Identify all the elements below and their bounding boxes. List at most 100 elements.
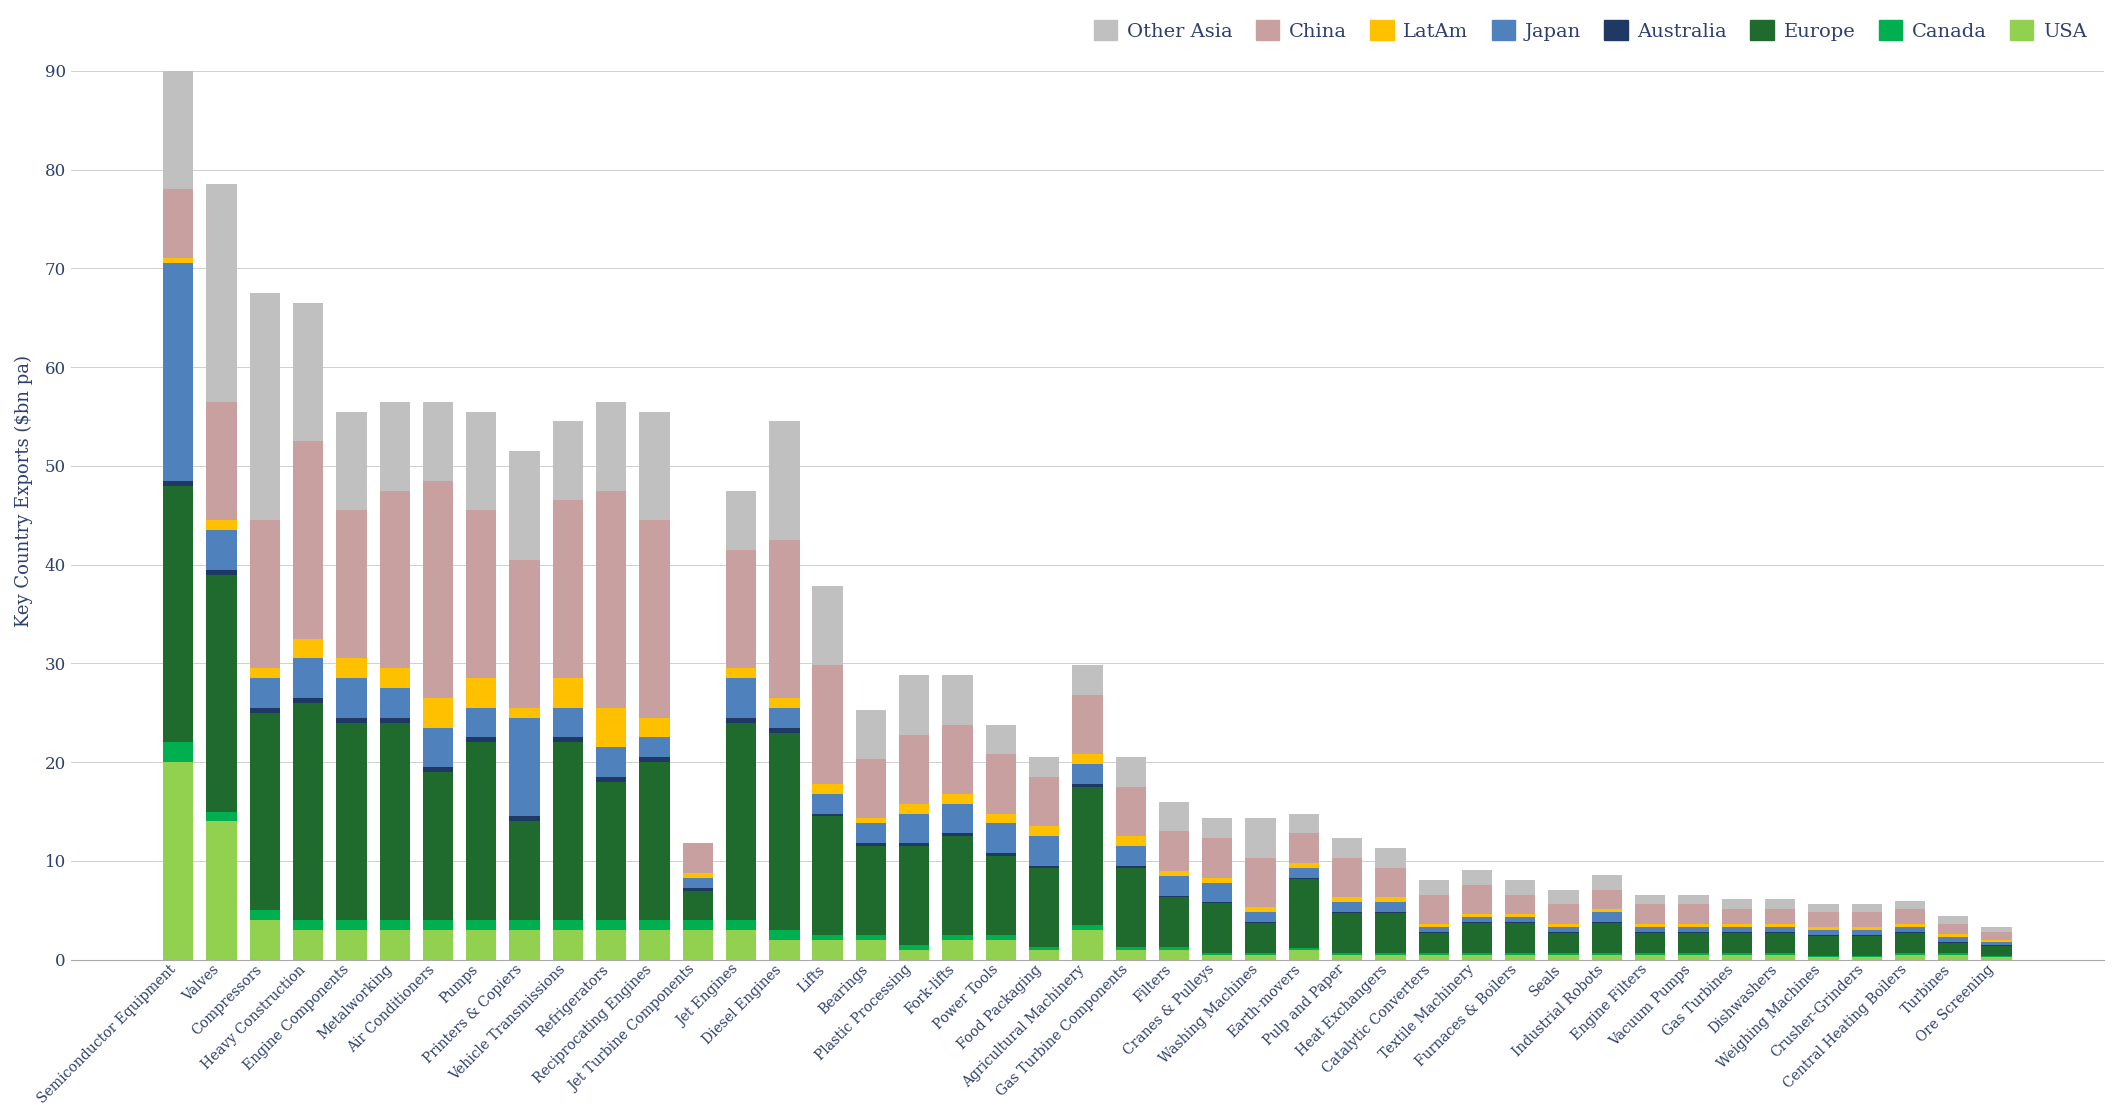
Bar bbox=[943, 804, 972, 833]
Bar bbox=[1722, 899, 1752, 909]
Bar bbox=[1072, 754, 1103, 764]
Bar bbox=[1461, 917, 1493, 922]
Bar bbox=[292, 921, 324, 930]
Bar bbox=[1980, 956, 2012, 960]
Bar bbox=[1938, 924, 1968, 934]
Bar bbox=[898, 945, 930, 950]
Bar bbox=[250, 520, 280, 669]
Bar bbox=[205, 821, 237, 960]
Bar bbox=[337, 930, 366, 960]
Bar bbox=[510, 560, 540, 708]
Bar bbox=[1548, 954, 1578, 960]
Bar bbox=[813, 816, 843, 935]
Bar bbox=[1029, 946, 1059, 950]
Bar bbox=[1461, 953, 1493, 954]
Bar bbox=[466, 679, 496, 708]
Bar bbox=[769, 708, 798, 728]
Bar bbox=[898, 843, 930, 846]
Bar bbox=[510, 816, 540, 821]
Bar bbox=[1764, 954, 1796, 960]
Bar bbox=[1116, 787, 1146, 837]
Bar bbox=[1593, 909, 1622, 913]
Bar bbox=[1722, 953, 1752, 954]
Bar bbox=[1896, 909, 1925, 924]
Bar bbox=[1809, 936, 1838, 955]
Bar bbox=[1938, 954, 1968, 960]
Bar bbox=[1159, 896, 1188, 897]
Bar bbox=[985, 725, 1017, 754]
Bar bbox=[682, 843, 714, 872]
Bar bbox=[1288, 868, 1320, 878]
Bar bbox=[163, 480, 193, 486]
Bar bbox=[292, 638, 324, 659]
Bar bbox=[1332, 913, 1362, 953]
Bar bbox=[769, 540, 798, 698]
Bar bbox=[466, 743, 496, 921]
Bar bbox=[1896, 933, 1925, 953]
Bar bbox=[1593, 923, 1622, 953]
Bar bbox=[1635, 954, 1665, 960]
Bar bbox=[985, 823, 1017, 853]
Bar bbox=[943, 940, 972, 960]
Bar bbox=[898, 675, 930, 735]
Bar bbox=[163, 486, 193, 743]
Bar bbox=[1980, 942, 2012, 945]
Bar bbox=[1159, 876, 1188, 896]
Bar bbox=[553, 708, 582, 737]
Bar bbox=[1332, 858, 1362, 897]
Bar bbox=[1461, 870, 1493, 885]
Bar bbox=[1245, 953, 1275, 954]
Bar bbox=[640, 520, 669, 718]
Bar bbox=[1980, 946, 2012, 955]
Bar bbox=[726, 679, 756, 718]
Bar bbox=[1203, 838, 1233, 878]
Legend: Other Asia, China, LatAm, Japan, Australia, Europe, Canada, USA: Other Asia, China, LatAm, Japan, Austral… bbox=[1087, 12, 2095, 48]
Bar bbox=[1764, 953, 1796, 954]
Bar bbox=[1116, 757, 1146, 787]
Bar bbox=[1461, 923, 1493, 953]
Bar bbox=[1809, 913, 1838, 927]
Bar bbox=[553, 737, 582, 743]
Bar bbox=[1896, 954, 1925, 960]
Bar bbox=[943, 794, 972, 804]
Bar bbox=[1375, 953, 1406, 954]
Bar bbox=[1419, 953, 1449, 954]
Bar bbox=[856, 846, 885, 935]
Bar bbox=[250, 679, 280, 708]
Bar bbox=[813, 794, 843, 813]
Bar bbox=[466, 411, 496, 511]
Bar bbox=[813, 665, 843, 784]
Bar bbox=[205, 402, 237, 520]
Bar bbox=[1722, 909, 1752, 924]
Bar bbox=[1116, 866, 1146, 868]
Bar bbox=[1159, 950, 1188, 960]
Bar bbox=[1419, 927, 1449, 932]
Bar bbox=[1722, 927, 1752, 932]
Bar bbox=[205, 530, 237, 570]
Bar bbox=[1593, 954, 1622, 960]
Bar bbox=[1506, 879, 1536, 895]
Bar bbox=[1332, 838, 1362, 858]
Bar bbox=[250, 921, 280, 960]
Bar bbox=[985, 754, 1017, 813]
Bar bbox=[1072, 925, 1103, 930]
Bar bbox=[1375, 903, 1406, 913]
Bar bbox=[1764, 933, 1796, 953]
Bar bbox=[1764, 909, 1796, 924]
Bar bbox=[682, 930, 714, 960]
Bar bbox=[1245, 819, 1275, 858]
Bar bbox=[813, 784, 843, 794]
Bar bbox=[682, 921, 714, 930]
Bar bbox=[379, 669, 411, 688]
Bar bbox=[1764, 899, 1796, 909]
Bar bbox=[1375, 954, 1406, 960]
Bar bbox=[1548, 904, 1578, 924]
Bar bbox=[1635, 924, 1665, 927]
Bar bbox=[595, 921, 627, 930]
Bar bbox=[379, 491, 411, 669]
Bar bbox=[726, 921, 756, 930]
Bar bbox=[640, 718, 669, 737]
Bar bbox=[1116, 950, 1146, 960]
Bar bbox=[466, 737, 496, 743]
Bar bbox=[726, 722, 756, 921]
